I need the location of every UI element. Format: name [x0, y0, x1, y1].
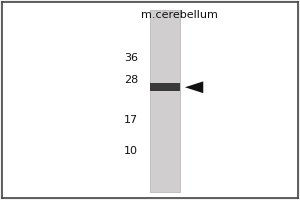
Text: 17: 17: [124, 115, 138, 125]
Bar: [150, 83, 180, 91]
Bar: [150, 10, 180, 192]
Text: 36: 36: [124, 53, 138, 63]
Text: 28: 28: [124, 75, 138, 85]
Text: 10: 10: [124, 146, 138, 156]
Text: m.cerebellum: m.cerebellum: [141, 10, 218, 20]
Polygon shape: [185, 81, 203, 93]
